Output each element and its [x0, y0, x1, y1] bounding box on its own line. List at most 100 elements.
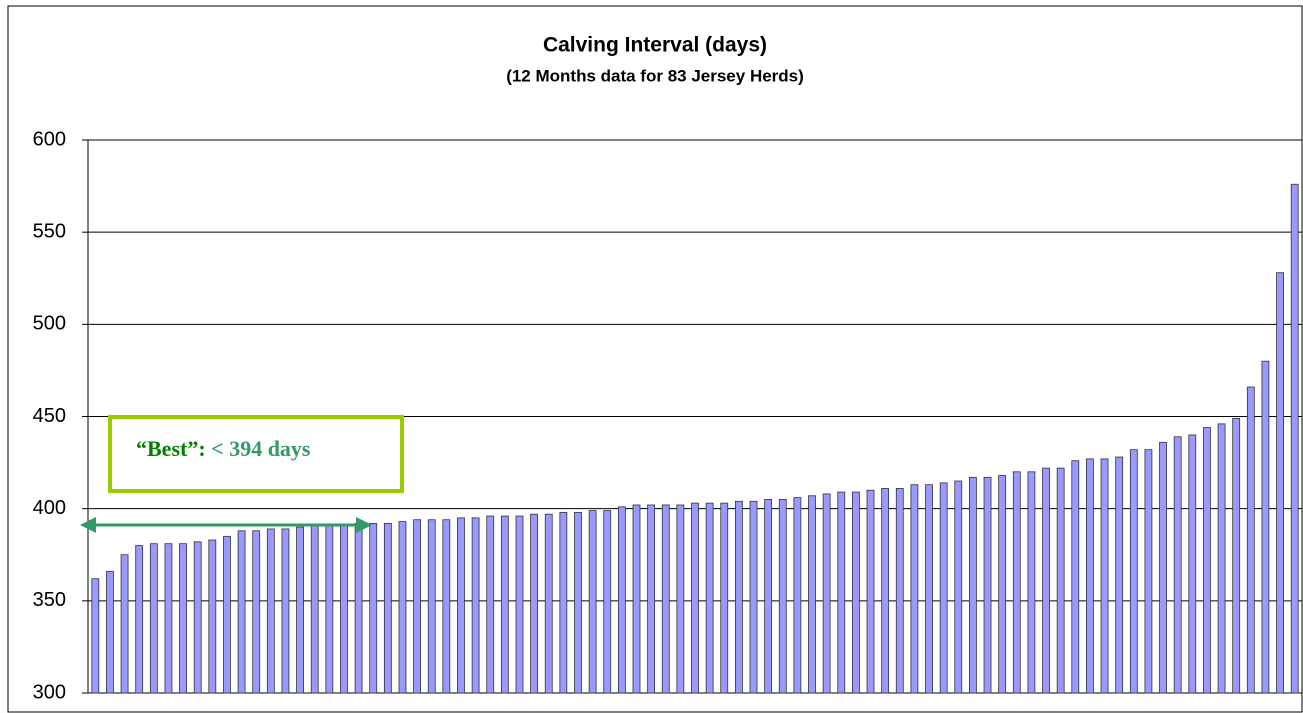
arrow-head — [356, 517, 372, 533]
bar — [764, 499, 773, 694]
bar — [1115, 456, 1124, 694]
bar — [442, 519, 451, 694]
bar — [1246, 386, 1255, 694]
bar — [515, 515, 524, 694]
bar — [1232, 417, 1241, 694]
bar — [310, 524, 319, 694]
bar — [427, 519, 436, 694]
bar — [281, 528, 290, 694]
bar — [325, 524, 334, 694]
bar — [734, 500, 743, 694]
bar — [1042, 467, 1050, 694]
bar — [617, 506, 626, 694]
bar — [413, 519, 421, 694]
bar — [559, 511, 568, 694]
bar — [983, 476, 992, 694]
bar — [866, 489, 875, 694]
bar — [1290, 183, 1299, 694]
bar — [1173, 436, 1182, 694]
bar — [588, 510, 597, 694]
arrow-head — [80, 517, 96, 533]
bar — [369, 523, 378, 694]
annotation-label: “Best”: — [136, 436, 206, 461]
bar — [939, 482, 948, 694]
annotation-box — [108, 415, 404, 493]
bar — [1217, 423, 1226, 694]
bar — [603, 510, 612, 694]
bar — [647, 504, 656, 694]
y-tick-label: 500 — [33, 313, 66, 335]
bar — [720, 502, 729, 694]
bar — [1276, 272, 1284, 694]
bar — [354, 523, 363, 694]
bar — [223, 535, 231, 694]
bar — [895, 487, 904, 694]
bar — [837, 491, 846, 694]
bar — [793, 497, 802, 694]
bar — [1144, 449, 1153, 694]
bar — [661, 504, 670, 694]
bar — [296, 526, 304, 694]
bar — [1159, 441, 1167, 694]
bar — [954, 480, 963, 694]
bar — [500, 515, 509, 694]
bar — [925, 484, 933, 694]
bar — [705, 502, 714, 694]
bar — [106, 570, 114, 694]
bar — [969, 476, 977, 694]
bar — [632, 504, 641, 694]
bar — [1203, 427, 1211, 694]
bar — [266, 528, 275, 694]
annotation-value: < 394 days — [211, 436, 311, 461]
y-tick-label: 450 — [33, 405, 66, 427]
bar — [149, 543, 158, 694]
bar — [1261, 360, 1270, 694]
bar — [822, 493, 831, 694]
bar — [1100, 458, 1109, 694]
bar — [252, 530, 261, 694]
bar — [120, 554, 129, 694]
bar — [851, 491, 860, 694]
y-tick-label: 300 — [33, 681, 66, 703]
bar — [881, 487, 890, 694]
bar — [910, 484, 919, 694]
bar — [340, 524, 348, 694]
bar — [1086, 458, 1094, 694]
bar — [998, 475, 1007, 694]
bar — [749, 500, 758, 694]
bar — [471, 517, 480, 694]
annotation-text: “Best”: < 394 days — [136, 436, 311, 461]
bar — [530, 513, 539, 694]
bar — [778, 499, 787, 694]
bar — [676, 504, 685, 694]
bar — [574, 511, 582, 694]
bar — [193, 541, 202, 694]
bar — [179, 543, 187, 694]
plot-area: 300 350 400 450 500 550 600 — [33, 128, 1302, 703]
bar — [1188, 434, 1197, 694]
bar — [208, 539, 217, 694]
bar — [398, 521, 407, 694]
bar — [1056, 467, 1065, 694]
y-tick-label: 550 — [33, 220, 66, 242]
range-arrow — [80, 517, 372, 533]
bar — [91, 578, 100, 694]
bar — [1012, 471, 1021, 694]
bar — [486, 515, 495, 694]
chart-title: Calving Interval (days) — [543, 34, 767, 57]
bar — [1071, 460, 1080, 694]
chart-subtitle: (12 Months data for 83 Jersey Herds) — [506, 66, 804, 85]
bar — [1129, 449, 1138, 694]
bar — [164, 543, 173, 694]
bar — [135, 545, 144, 694]
bar — [691, 502, 699, 694]
y-tick-label: 600 — [33, 128, 66, 150]
y-tick-label: 400 — [33, 497, 66, 519]
y-tick-label: 350 — [33, 589, 66, 611]
bar — [383, 523, 392, 694]
bar — [457, 517, 465, 694]
bar — [237, 530, 246, 694]
bar — [808, 495, 816, 694]
bar — [544, 513, 553, 694]
